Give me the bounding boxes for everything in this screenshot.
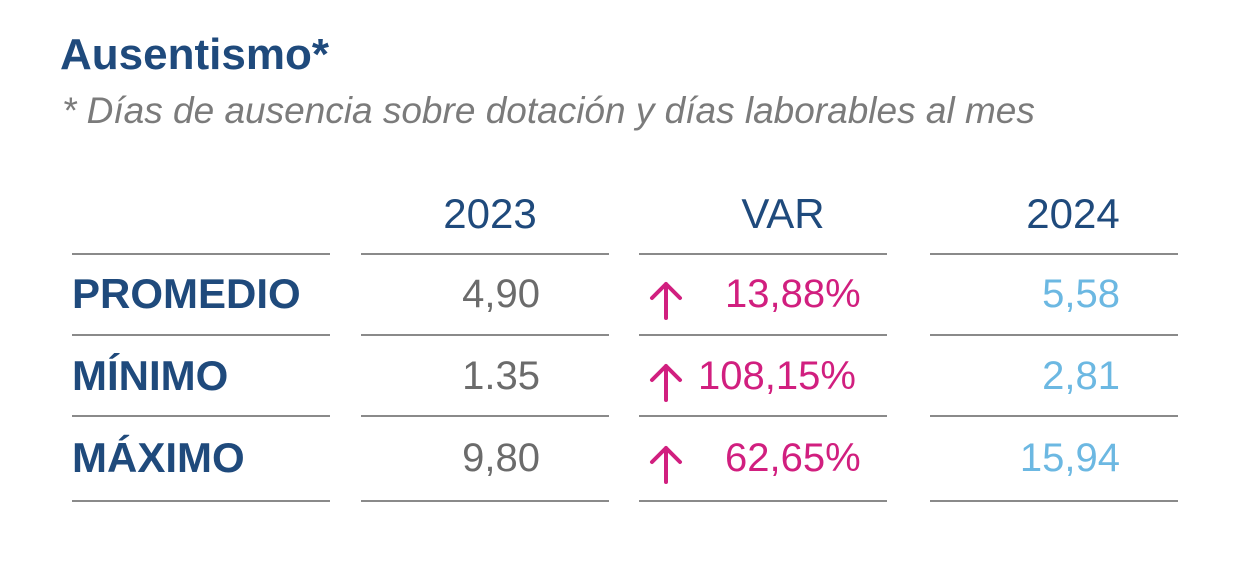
divider-line	[930, 500, 1178, 502]
var-minimo: 108,15%	[698, 354, 856, 398]
divider-line	[930, 415, 1178, 417]
var-maximo: 62,65%	[725, 436, 861, 480]
divider-line	[361, 334, 609, 336]
divider-line	[930, 253, 1178, 255]
arrow-up-icon	[650, 446, 682, 484]
row-label-promedio: PROMEDIO	[72, 270, 301, 317]
value-2023-promedio: 4,90	[462, 272, 540, 316]
column-header-2024: 2024	[1026, 190, 1120, 237]
value-2023-minimo: 1.35	[462, 354, 540, 398]
divider-line	[361, 415, 609, 417]
column-header-2023: 2023	[443, 190, 537, 237]
page-title: Ausentismo*	[60, 30, 329, 79]
page-subtitle: * Días de ausencia sobre dotación y días…	[62, 90, 1035, 131]
divider-line	[72, 334, 330, 336]
divider-line	[639, 415, 887, 417]
divider-line	[930, 334, 1178, 336]
var-promedio: 13,88%	[725, 272, 861, 316]
divider-line	[639, 253, 887, 255]
value-2023-maximo: 9,80	[462, 436, 540, 480]
column-header-var: VAR	[741, 190, 825, 237]
divider-line	[72, 415, 330, 417]
divider-line	[361, 500, 609, 502]
value-2024-promedio: 5,58	[1042, 272, 1120, 316]
arrow-up-icon	[650, 282, 682, 320]
value-2024-maximo: 15,94	[1019, 436, 1120, 480]
value-2024-minimo: 2,81	[1042, 354, 1120, 398]
divider-line	[639, 334, 887, 336]
divider-line	[361, 253, 609, 255]
arrow-up-icon	[650, 364, 682, 402]
divider-line	[72, 253, 330, 255]
divider-line	[639, 500, 887, 502]
row-label-maximo: MÁXIMO	[72, 434, 245, 481]
row-label-minimo: MÍNIMO	[72, 352, 229, 399]
divider-line	[72, 500, 330, 502]
